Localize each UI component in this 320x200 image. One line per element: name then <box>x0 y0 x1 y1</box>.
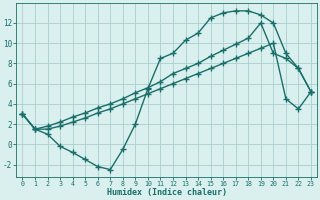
X-axis label: Humidex (Indice chaleur): Humidex (Indice chaleur) <box>107 188 227 197</box>
